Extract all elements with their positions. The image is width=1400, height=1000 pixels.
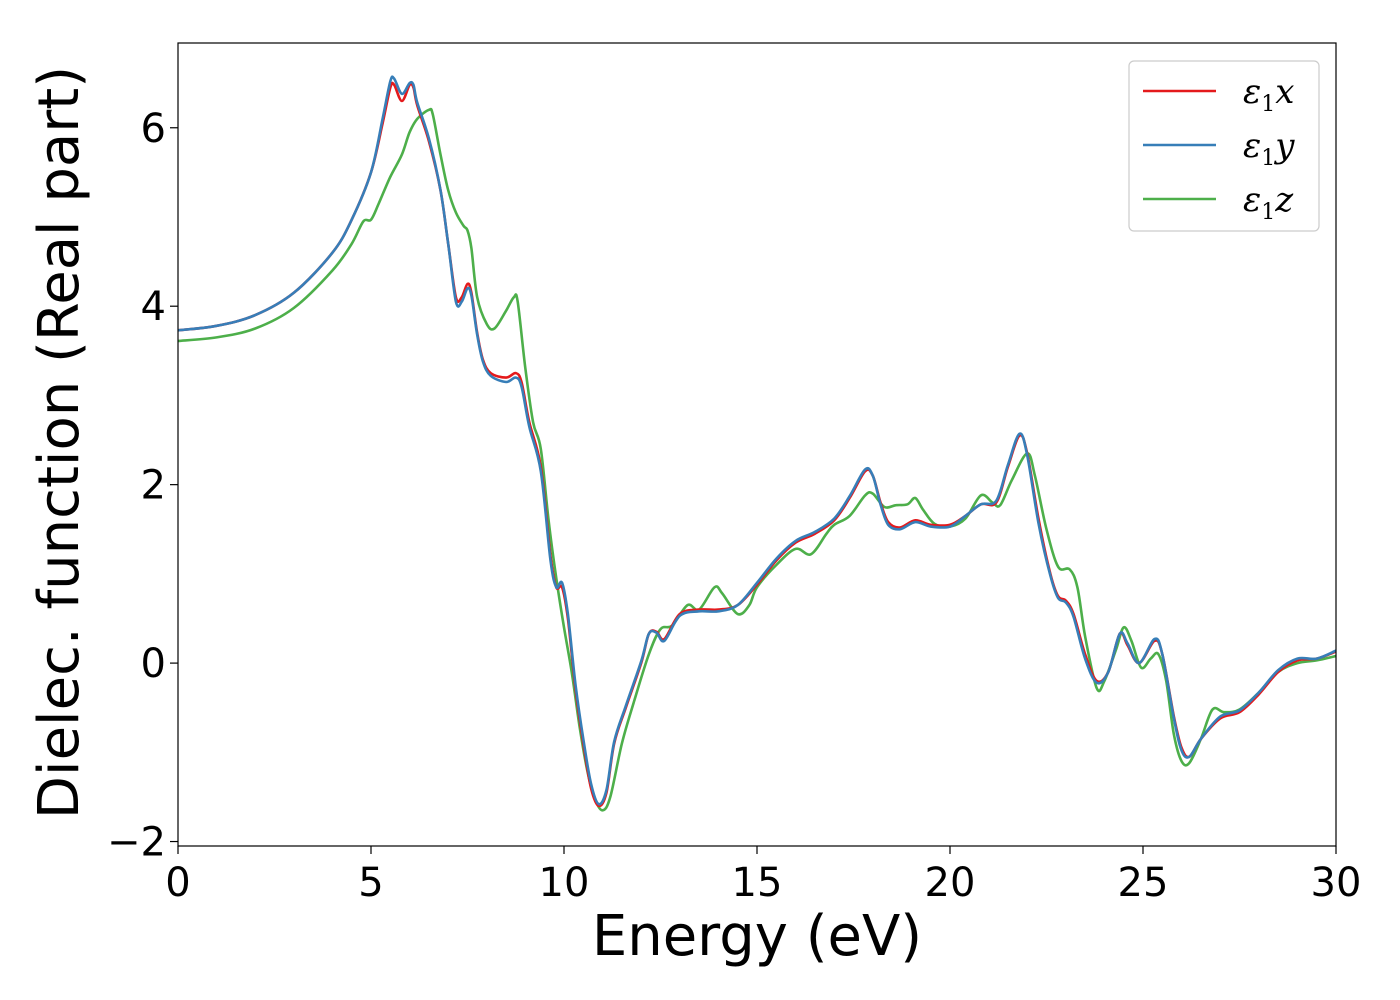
y-tick-label: 0 [141, 641, 166, 687]
y-tick-label: 2 [141, 463, 166, 509]
x-tick-label: 10 [539, 860, 590, 906]
x-tick-label: 15 [732, 860, 783, 906]
x-tick-label: 20 [925, 860, 976, 906]
legend-item-z: ε1z [1143, 180, 1294, 225]
x-axis-label: Energy (eV) [592, 904, 922, 969]
legend-label: ε1y [1243, 126, 1295, 171]
x-tick-label: 0 [165, 860, 190, 906]
legend-box [1128, 60, 1320, 232]
series-line-y [178, 75, 1336, 806]
series-layer [178, 75, 1336, 812]
legend-item-x: ε1x [1143, 72, 1294, 117]
legend-label: ε1z [1243, 180, 1294, 225]
legend: ε1x ε1y ε1z [1128, 60, 1320, 232]
x-tick-label: 30 [1311, 860, 1362, 906]
y-tick-label: −2 [107, 820, 166, 866]
x-tick-label: 5 [358, 860, 383, 906]
y-axis-label: Dielec. function (Real part) [27, 66, 92, 819]
y-tick-label: 6 [141, 106, 166, 152]
x-tick-label: 25 [1118, 860, 1169, 906]
y-tick-label: 4 [141, 284, 166, 330]
legend-item-y: ε1y [1143, 126, 1295, 171]
legend-label: ε1x [1243, 72, 1294, 117]
series-line-z [178, 107, 1336, 812]
